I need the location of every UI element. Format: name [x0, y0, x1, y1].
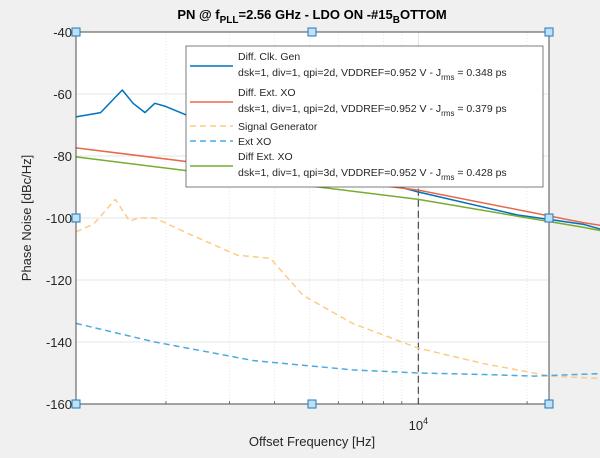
x-tick-base: 10	[409, 418, 423, 433]
resize-handle[interactable]	[307, 399, 317, 409]
y-axis-label: Phase Noise [dBc/Hz]	[19, 155, 34, 281]
y-tick-label: -60	[53, 87, 72, 102]
tick-labels: -40-60-80-100-120-140-160104105106107	[46, 25, 428, 433]
legend-entry-name: Diff. Clk. Gen	[238, 51, 300, 63]
legend-entry-name: Ext XO	[238, 136, 271, 148]
legend-entry-name: Diff Ext. XO	[238, 151, 293, 163]
legend-entry-name: Signal Generator	[238, 121, 318, 133]
series-line-diff-clk-gen[interactable]	[75, 89, 600, 354]
resize-handle[interactable]	[71, 27, 81, 37]
legend-entry-detail: dsk=1, div=1, qpi=3d, VDDREF=0.952 V - J…	[238, 167, 507, 182]
y-tick-label: -160	[46, 397, 72, 412]
series-line-signal-generator[interactable]	[75, 198, 600, 385]
x-tick-exponent: 4	[423, 416, 428, 426]
legend-entry-name: Diff. Ext. XO	[238, 87, 296, 99]
x-axis-label: Offset Frequency [Hz]	[249, 434, 375, 449]
resize-handle[interactable]	[71, 399, 81, 409]
chart-title: PN @ fPLL=2.56 GHz - LDO ON -#15BOTTOM	[177, 7, 446, 26]
selection-handles[interactable]	[71, 27, 554, 409]
y-tick-label: -120	[46, 273, 72, 288]
resize-handle[interactable]	[544, 213, 554, 223]
x-tick-label: 104	[409, 416, 428, 433]
resize-handle[interactable]	[71, 213, 81, 223]
resize-handle[interactable]	[544, 399, 554, 409]
y-tick-label: -40	[53, 25, 72, 40]
y-tick-label: -100	[46, 211, 72, 226]
series-line-ext-xo[interactable]	[75, 322, 600, 377]
y-tick-label: -80	[53, 149, 72, 164]
resize-handle[interactable]	[307, 27, 317, 37]
legend-box	[185, 45, 544, 188]
legend-entry-detail: dsk=1, div=1, qpi=2d, VDDREF=0.952 V - J…	[238, 103, 507, 118]
legend[interactable]: Diff. Clk. Gen dsk=1, div=1, qpi=2d, VDDR…	[185, 45, 544, 188]
resize-handle[interactable]	[544, 27, 554, 37]
y-tick-label: -140	[46, 335, 72, 350]
series-group	[75, 89, 600, 385]
legend-entry-detail: dsk=1, div=1, qpi=2d, VDDREF=0.952 V - J…	[238, 67, 507, 82]
